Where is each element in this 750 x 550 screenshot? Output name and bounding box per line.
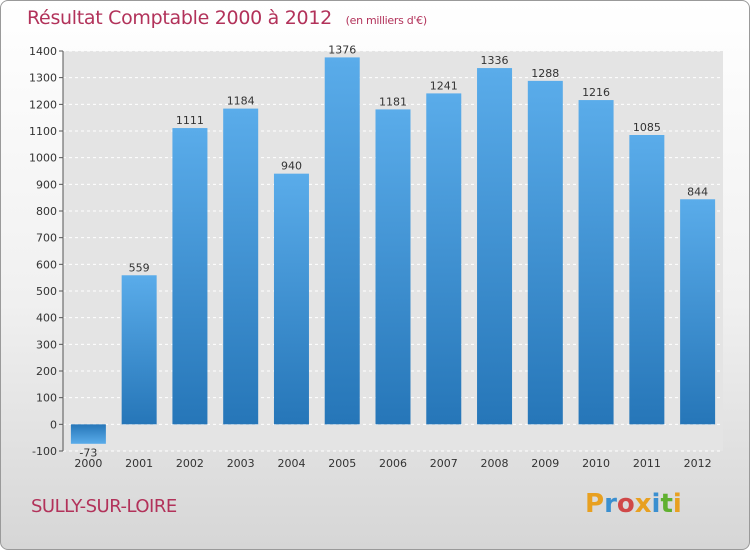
data-label: -73	[79, 446, 97, 459]
bar	[121, 275, 157, 425]
bar	[172, 128, 208, 425]
data-label: 1111	[176, 114, 204, 127]
data-label: 559	[129, 261, 150, 274]
y-tick-label: 900	[36, 178, 57, 191]
y-tick-label: 100	[36, 392, 57, 405]
x-tick-label: 2004	[277, 457, 305, 470]
logo-letter: i	[672, 489, 682, 519]
bar	[223, 108, 259, 425]
y-tick-label: 700	[36, 232, 57, 245]
y-tick-label: 200	[36, 365, 57, 378]
y-tick-label: 1200	[29, 98, 57, 111]
x-tick-label: 2001	[125, 457, 153, 470]
bar	[578, 100, 614, 425]
bar	[680, 199, 716, 425]
y-tick-label: 0	[50, 418, 57, 431]
x-tick-label: 2006	[379, 457, 407, 470]
y-tick-label: 500	[36, 285, 57, 298]
logo-letter: r	[604, 489, 617, 519]
data-label: 1184	[227, 95, 255, 108]
x-tick-label: 2012	[684, 457, 712, 470]
y-tick-label: 1100	[29, 125, 57, 138]
data-label: 844	[687, 185, 708, 198]
y-tick-label: 1400	[29, 45, 57, 58]
y-tick-label: -100	[32, 445, 57, 458]
title-text: Résultat Comptable 2000 à 2012	[27, 7, 332, 29]
logo-letter: i	[651, 489, 661, 519]
bar	[629, 135, 665, 425]
bar	[375, 109, 411, 425]
bar	[527, 80, 563, 425]
city-name: SULLY-SUR-LOIRE	[31, 496, 177, 517]
x-tick-label: 2002	[176, 457, 204, 470]
bar	[273, 173, 309, 425]
bar	[477, 68, 513, 425]
logo-letter: x	[634, 489, 652, 519]
data-label: 1085	[633, 121, 661, 134]
data-label: 940	[281, 160, 302, 173]
x-tick-label: 2009	[531, 457, 559, 470]
y-tick-label: 1300	[29, 72, 57, 85]
proxiti-logo: Proxiti	[585, 489, 682, 519]
data-label: 1288	[531, 67, 559, 80]
bar	[70, 424, 106, 444]
data-label: 1241	[430, 79, 458, 92]
bar	[324, 57, 360, 425]
data-label: 1376	[328, 43, 356, 56]
data-label: 1336	[481, 54, 509, 67]
y-tick-label: 600	[36, 258, 57, 271]
x-tick-label: 2010	[582, 457, 610, 470]
x-tick-label: 2011	[633, 457, 661, 470]
y-tick-label: 800	[36, 205, 57, 218]
data-label: 1181	[379, 95, 407, 108]
y-tick-label: 1000	[29, 152, 57, 165]
y-tick-label: 300	[36, 338, 57, 351]
x-tick-label: 2007	[430, 457, 458, 470]
y-tick-label: 400	[36, 312, 57, 325]
x-tick-label: 2005	[328, 457, 356, 470]
data-label: 1216	[582, 86, 610, 99]
subtitle-text: (en milliers d'€)	[345, 14, 427, 27]
x-tick-label: 2000	[74, 457, 102, 470]
x-tick-label: 2008	[481, 457, 509, 470]
logo-letter: o	[616, 489, 635, 519]
x-tick-label: 2003	[227, 457, 255, 470]
logo-letter: P	[585, 489, 605, 519]
chart-title: Résultat Comptable 2000 à 2012 (en milli…	[27, 7, 427, 29]
bar	[426, 93, 462, 425]
logo-letter: t	[660, 489, 673, 519]
